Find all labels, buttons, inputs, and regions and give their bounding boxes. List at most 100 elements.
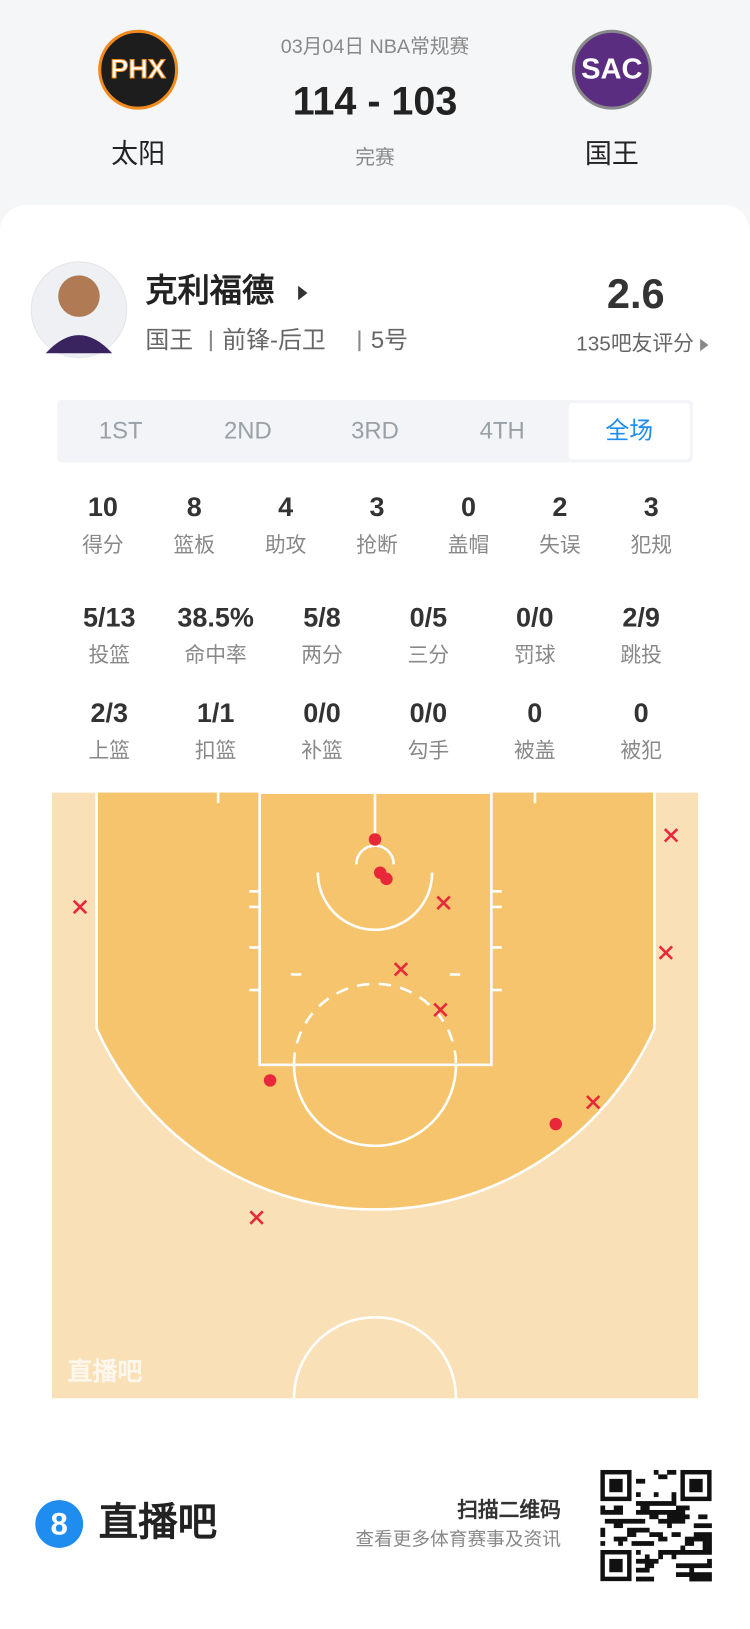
qr-module bbox=[689, 1567, 695, 1573]
tab[interactable]: 1ST bbox=[99, 418, 143, 445]
qr-module bbox=[631, 1532, 637, 1537]
qr-module bbox=[627, 1527, 632, 1533]
qr-module bbox=[653, 1514, 659, 1520]
qr-module bbox=[707, 1545, 712, 1551]
qr-finder bbox=[689, 1478, 703, 1493]
qr-module bbox=[675, 1532, 681, 1537]
watermark: 直播吧 bbox=[68, 1358, 143, 1386]
qr-module bbox=[644, 1567, 650, 1573]
court-lines bbox=[95, 791, 656, 1399]
made-shot bbox=[263, 1074, 277, 1087]
qr-module bbox=[649, 1558, 655, 1564]
qr-module bbox=[653, 1558, 659, 1564]
qr-module bbox=[680, 1545, 686, 1551]
qr-module bbox=[658, 1554, 663, 1560]
qr-module bbox=[675, 1505, 681, 1511]
qr-module bbox=[689, 1536, 695, 1542]
qr-module bbox=[707, 1576, 712, 1582]
qr-module bbox=[667, 1549, 672, 1555]
score: 114 - 103 bbox=[293, 79, 458, 123]
qr-module bbox=[600, 1505, 606, 1511]
qr-module bbox=[640, 1505, 646, 1511]
tab[interactable]: 4TH bbox=[480, 418, 525, 445]
qr-module bbox=[707, 1536, 712, 1542]
qr-module bbox=[680, 1563, 686, 1569]
stat-value: 3 bbox=[370, 492, 385, 522]
qr-module bbox=[658, 1532, 663, 1537]
team-logo[interactable] bbox=[98, 29, 179, 110]
stat-label: 命中率 bbox=[185, 644, 247, 667]
qr-module bbox=[680, 1514, 686, 1520]
qr-module bbox=[702, 1523, 708, 1529]
qr-module bbox=[702, 1549, 708, 1555]
qr-module bbox=[635, 1492, 641, 1497]
qr-module bbox=[662, 1518, 668, 1524]
qr-module bbox=[707, 1541, 712, 1546]
qr-module bbox=[702, 1541, 708, 1546]
qr-module bbox=[600, 1541, 606, 1546]
stat-label: 上篮 bbox=[89, 740, 131, 763]
qr-module bbox=[684, 1541, 690, 1546]
missed-shot bbox=[436, 895, 451, 910]
qr-module bbox=[680, 1505, 686, 1511]
qr-module bbox=[693, 1523, 699, 1529]
stat-label: 被盖 bbox=[514, 740, 556, 763]
qr-module bbox=[675, 1518, 681, 1524]
qr-module bbox=[675, 1514, 681, 1520]
tab[interactable]: 2ND bbox=[224, 418, 272, 445]
qr-module bbox=[684, 1549, 690, 1555]
qr-module bbox=[693, 1532, 699, 1537]
tab-active bbox=[568, 403, 690, 460]
qr-module bbox=[627, 1532, 632, 1537]
qr-module bbox=[618, 1518, 623, 1524]
qr-module bbox=[675, 1572, 681, 1577]
stat-value: 4 bbox=[278, 492, 293, 522]
tab[interactable]: 3RD bbox=[351, 418, 399, 445]
qr-module bbox=[693, 1572, 699, 1577]
qr-module bbox=[649, 1563, 655, 1569]
qr-module bbox=[680, 1572, 686, 1577]
qr-module bbox=[707, 1523, 712, 1529]
qr-module bbox=[662, 1509, 668, 1515]
qr-module bbox=[702, 1576, 708, 1582]
player-name[interactable]: 克利福德 bbox=[145, 273, 274, 309]
missed-shot bbox=[249, 1210, 264, 1225]
qr-module bbox=[675, 1509, 681, 1515]
qr-module bbox=[640, 1518, 646, 1524]
tab[interactable]: 全场 bbox=[605, 418, 653, 445]
qr-module bbox=[635, 1541, 641, 1546]
team-name[interactable]: 国王 bbox=[585, 139, 639, 169]
stat-value: 5/13 bbox=[83, 602, 136, 632]
qr-module bbox=[644, 1505, 650, 1511]
missed-shot bbox=[433, 1002, 448, 1017]
qr-module bbox=[662, 1501, 668, 1506]
qr-module bbox=[707, 1549, 712, 1555]
stat-value: 0/0 bbox=[303, 698, 341, 728]
stat-label: 补篮 bbox=[301, 740, 343, 763]
rating-label[interactable]: 135吧友评分 bbox=[576, 332, 694, 355]
team-logo[interactable] bbox=[571, 29, 652, 110]
stat-label: 两分 bbox=[301, 644, 343, 667]
missed-shot bbox=[72, 899, 88, 915]
qr-module bbox=[640, 1478, 646, 1484]
qr-module bbox=[698, 1532, 703, 1537]
qr-module bbox=[702, 1563, 708, 1569]
stat-value: 8 bbox=[187, 492, 202, 522]
qr-module bbox=[653, 1532, 659, 1537]
qr-module bbox=[707, 1572, 712, 1577]
qr-module bbox=[689, 1563, 695, 1569]
stat-value: 0 bbox=[527, 698, 542, 728]
missed-shot bbox=[393, 962, 409, 977]
qr-module bbox=[635, 1501, 641, 1506]
qr-module bbox=[622, 1536, 628, 1542]
stat-value: 5/8 bbox=[303, 602, 341, 632]
qr-module bbox=[635, 1558, 641, 1564]
qr-module bbox=[649, 1514, 655, 1520]
qr-module bbox=[618, 1541, 623, 1546]
scan-subtitle: 查看更多体育赛事及资讯 bbox=[355, 1529, 561, 1550]
qr-module bbox=[649, 1532, 655, 1537]
qr-module bbox=[671, 1469, 677, 1475]
team-name[interactable]: 太阳 bbox=[111, 139, 165, 169]
stat-label: 勾手 bbox=[408, 740, 450, 763]
brand-badge-text: 8 bbox=[51, 1506, 68, 1541]
